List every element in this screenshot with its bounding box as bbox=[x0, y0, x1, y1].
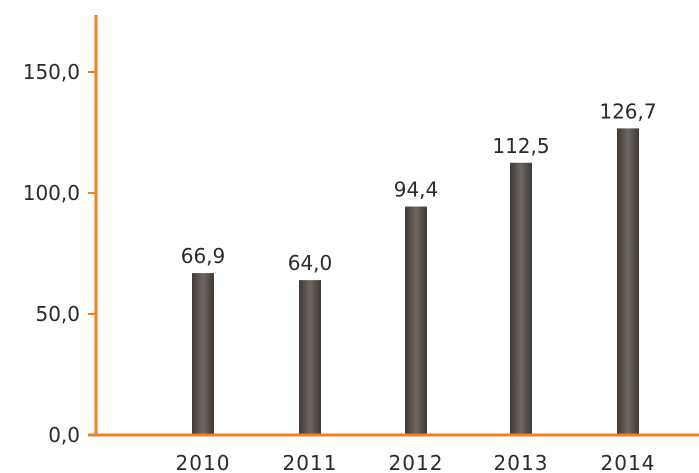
x-tick-label-2014: 2014 bbox=[601, 451, 656, 473]
bar-2011 bbox=[299, 280, 321, 435]
data-label-2013: 112,5 bbox=[492, 134, 549, 158]
data-label-2014: 126,7 bbox=[599, 99, 656, 123]
data-label-2012: 94,4 bbox=[394, 178, 439, 202]
bar-2012 bbox=[405, 206, 427, 435]
y-tick-label: 100,0 bbox=[23, 181, 80, 205]
bar-2014 bbox=[617, 128, 639, 436]
data-label-2011: 64,0 bbox=[288, 251, 333, 275]
y-axis-ticks: 0,0 50,0 100,0 150,0 bbox=[23, 60, 96, 447]
x-tick-label-2012: 2012 bbox=[389, 451, 444, 473]
bars bbox=[192, 128, 639, 436]
y-tick-label: 0,0 bbox=[48, 423, 80, 447]
data-label-2010: 66,9 bbox=[181, 244, 226, 268]
x-tick-label-2013: 2013 bbox=[494, 451, 549, 473]
y-tick-label: 50,0 bbox=[35, 302, 80, 326]
x-tick-label-2010: 2010 bbox=[176, 451, 231, 473]
bar-2010 bbox=[192, 273, 214, 435]
data-labels: 66,9 64,0 94,4 112,5 126,7 bbox=[181, 99, 657, 275]
y-tick-label: 150,0 bbox=[23, 60, 80, 84]
x-axis-labels: 2010 2011 2012 2013 2014 bbox=[176, 451, 656, 473]
x-tick-label-2011: 2011 bbox=[283, 451, 338, 473]
bar-2013 bbox=[510, 162, 532, 435]
